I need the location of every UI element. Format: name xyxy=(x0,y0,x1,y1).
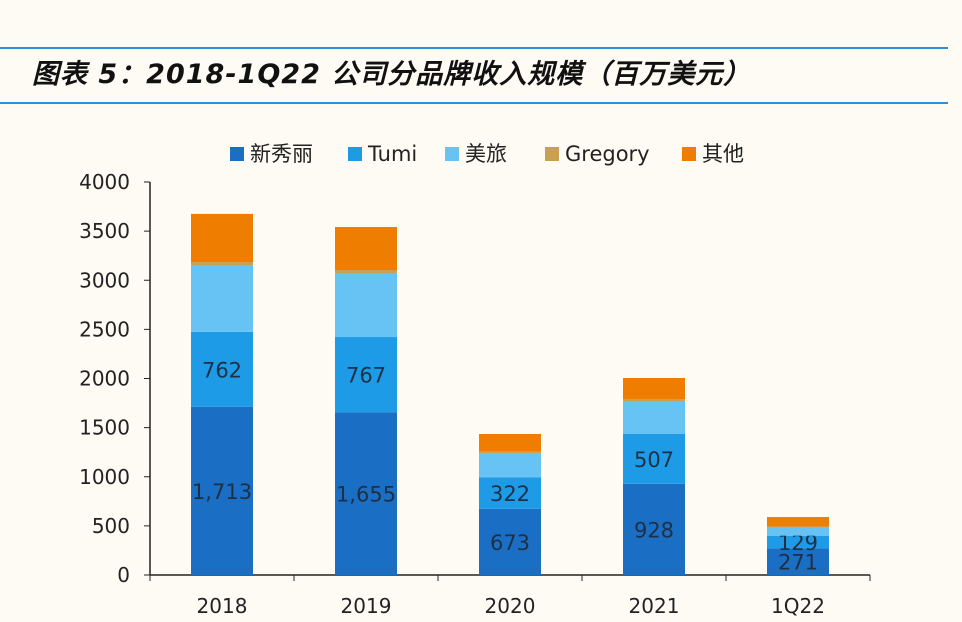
y-tick-label: 1000 xyxy=(79,465,130,489)
bar-segment xyxy=(191,262,253,266)
legend-label: 美旅 xyxy=(465,142,507,166)
x-tick-label: 2019 xyxy=(341,594,392,618)
bar-segment xyxy=(335,337,397,413)
legend-label: Gregory xyxy=(565,142,650,166)
bar-segment xyxy=(191,265,253,332)
legend-swatch xyxy=(682,147,696,161)
bar-segment xyxy=(335,412,397,575)
legend-label: 其他 xyxy=(702,142,744,166)
data-label: 767 xyxy=(346,364,386,388)
bar-segment xyxy=(767,526,829,536)
y-tick-label: 0 xyxy=(117,563,130,587)
bar-segment xyxy=(191,213,253,263)
bar-segment xyxy=(191,331,253,407)
data-label: 928 xyxy=(634,518,674,542)
bar-segment xyxy=(335,226,397,271)
top-rule xyxy=(0,47,948,49)
bar-segment xyxy=(479,434,541,452)
x-tick-label: 1Q22 xyxy=(771,594,825,618)
data-label: 673 xyxy=(490,531,530,555)
legend-swatch xyxy=(348,147,362,161)
bar-segment xyxy=(623,434,685,484)
data-label: 762 xyxy=(202,358,242,382)
bar-segment xyxy=(191,406,253,575)
x-tick-label: 2018 xyxy=(197,594,248,618)
y-tick-label: 2500 xyxy=(79,317,130,341)
legend-swatch xyxy=(445,147,459,161)
y-tick-label: 500 xyxy=(92,514,130,538)
y-tick-label: 3500 xyxy=(79,219,130,243)
y-tick-label: 2000 xyxy=(79,367,130,391)
data-label: 1,655 xyxy=(336,483,396,507)
legend-swatch xyxy=(230,147,244,161)
y-tick-label: 3000 xyxy=(79,268,130,292)
bar-segment xyxy=(767,535,829,549)
legend-label: Tumi xyxy=(367,142,417,166)
x-tick-label: 2021 xyxy=(629,594,680,618)
legend-label: 新秀丽 xyxy=(250,142,313,166)
bar-segment xyxy=(335,270,397,273)
bar-segment xyxy=(767,517,829,527)
bar-segment xyxy=(623,400,685,435)
bar-segment xyxy=(479,452,541,478)
bar-segment xyxy=(623,399,685,401)
y-tick-label: 1500 xyxy=(79,416,130,440)
chart-title: 图表 5：2018-1Q22 公司分品牌收入规模（百万美元） xyxy=(32,59,752,90)
x-tick-label: 2020 xyxy=(485,594,536,618)
legend-swatch xyxy=(545,147,559,161)
bar-segment xyxy=(623,378,685,400)
data-label: 1,713 xyxy=(192,480,252,504)
data-label: 271 xyxy=(778,551,818,575)
bar-segment xyxy=(767,548,829,575)
data-label: 322 xyxy=(490,482,530,506)
y-tick-label: 4000 xyxy=(79,170,130,194)
data-label: 507 xyxy=(634,448,674,472)
bar-segment xyxy=(623,483,685,575)
bar-segment xyxy=(479,477,541,509)
bar-segment xyxy=(479,508,541,575)
bar-segment xyxy=(479,451,541,453)
bar-segment xyxy=(335,272,397,338)
title-rule xyxy=(0,102,948,104)
